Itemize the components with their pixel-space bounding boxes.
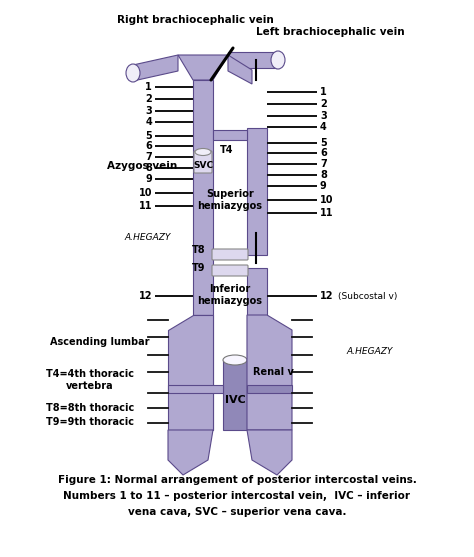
Text: 3: 3 [320, 111, 327, 121]
Text: T4: T4 [220, 145, 234, 155]
Text: 1: 1 [320, 87, 327, 97]
FancyBboxPatch shape [212, 249, 248, 260]
Text: 6: 6 [320, 148, 327, 158]
Polygon shape [168, 315, 213, 430]
Polygon shape [228, 55, 252, 84]
Text: 10: 10 [320, 195, 334, 205]
Ellipse shape [195, 149, 211, 155]
Ellipse shape [271, 51, 285, 69]
Bar [213, 130, 247, 140]
Text: 11: 11 [320, 208, 334, 218]
Text: (Subcostal v): (Subcostal v) [338, 291, 397, 300]
Text: T8=8th thoracic: T8=8th thoracic [46, 403, 134, 413]
Ellipse shape [126, 64, 140, 82]
Text: Ascending lumbar: Ascending lumbar [50, 337, 150, 347]
Polygon shape [247, 430, 292, 475]
Polygon shape [168, 430, 213, 475]
Text: T9: T9 [192, 263, 206, 273]
Bar [223, 360, 247, 430]
FancyBboxPatch shape [212, 265, 248, 276]
Text: 1: 1 [145, 82, 152, 92]
Text: A.HEGAZY: A.HEGAZY [347, 348, 393, 356]
Text: 8: 8 [145, 163, 152, 173]
FancyBboxPatch shape [194, 151, 212, 173]
Text: 6: 6 [145, 141, 152, 151]
Text: Superior
hemiazygos: Superior hemiazygos [198, 189, 263, 211]
Text: 2: 2 [320, 99, 327, 109]
Text: Inferior
hemiazygos: Inferior hemiazygos [198, 284, 263, 306]
Bar [247, 385, 292, 393]
Bar [247, 268, 267, 430]
Bar [168, 385, 223, 393]
Text: 12: 12 [320, 291, 334, 301]
Text: Azygos vein: Azygos vein [107, 161, 177, 171]
Text: Renal v: Renal v [253, 367, 293, 377]
Polygon shape [247, 315, 292, 430]
Text: 5: 5 [145, 131, 152, 141]
Text: 3: 3 [145, 106, 152, 116]
Text: 5: 5 [320, 138, 327, 148]
Polygon shape [133, 55, 178, 81]
Text: 2: 2 [145, 94, 152, 104]
Text: 4: 4 [145, 117, 152, 127]
Text: Right brachiocephalic vein: Right brachiocephalic vein [117, 15, 273, 25]
Text: Figure 1: Normal arrangement of posterior intercostal veins.: Figure 1: Normal arrangement of posterio… [57, 475, 417, 485]
Text: IVC: IVC [225, 395, 246, 405]
Bar [193, 80, 213, 315]
Text: 4: 4 [320, 122, 327, 132]
Text: 10: 10 [138, 188, 152, 198]
Text: 9: 9 [320, 181, 327, 191]
Text: 12: 12 [138, 291, 152, 301]
Text: Left brachiocephalic vein: Left brachiocephalic vein [255, 27, 404, 37]
Text: T9=9th thoracic: T9=9th thoracic [46, 417, 134, 427]
Bar [247, 128, 267, 255]
Text: 9: 9 [145, 174, 152, 184]
Text: T8: T8 [192, 245, 206, 255]
Text: 7: 7 [145, 152, 152, 162]
Ellipse shape [223, 355, 247, 365]
Bar [193, 315, 213, 430]
Text: SVC: SVC [193, 160, 213, 169]
Text: 7: 7 [320, 159, 327, 169]
Bar [228, 52, 278, 68]
Text: 8: 8 [320, 170, 327, 180]
Text: Numbers 1 to 11 – posterior intercostal vein,  IVC – inferior: Numbers 1 to 11 – posterior intercostal … [64, 491, 410, 501]
Polygon shape [178, 55, 228, 80]
Text: 11: 11 [138, 201, 152, 211]
Text: A.HEGAZY: A.HEGAZY [125, 233, 171, 242]
Text: T4=4th thoracic
vertebra: T4=4th thoracic vertebra [46, 369, 134, 391]
Text: vena cava, SVC – superior vena cava.: vena cava, SVC – superior vena cava. [128, 507, 346, 517]
